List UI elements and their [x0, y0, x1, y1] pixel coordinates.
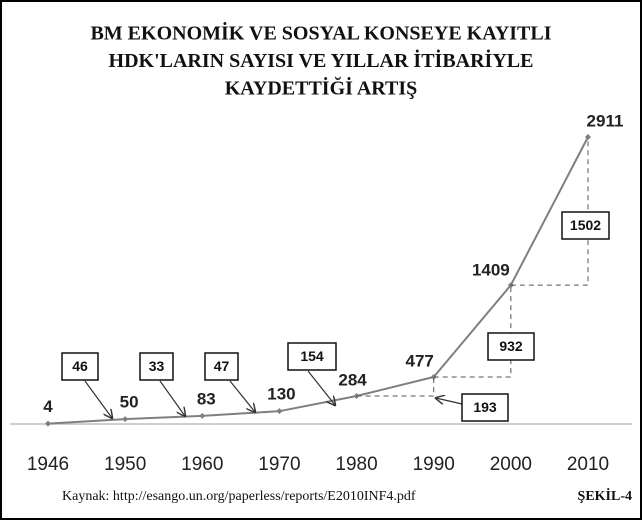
x-tick-label: 2000	[490, 454, 532, 475]
marker	[122, 416, 129, 423]
increment-label: 932	[499, 338, 523, 354]
data-label: 284	[338, 370, 367, 389]
x-tick-label: 1950	[104, 454, 146, 475]
x-tick-label: 2010	[567, 454, 609, 475]
data-label: 130	[267, 385, 295, 404]
chart-title: BM EKONOMİK VE SOSYAL KONSEYE KAYITLI	[90, 21, 551, 45]
data-label: 1409	[472, 261, 510, 280]
arrow	[307, 370, 335, 405]
arrow	[229, 380, 255, 412]
increment-label: 47	[214, 358, 230, 374]
arrow	[436, 398, 463, 405]
increment-label: 33	[149, 358, 165, 374]
data-label: 83	[197, 389, 216, 408]
increment-guide	[510, 137, 589, 286]
data-label: 4	[43, 397, 53, 416]
increment-box	[139, 352, 174, 381]
increment-label: 46	[72, 358, 88, 374]
marker	[199, 412, 206, 419]
chart-title: KAYDETTİĞİ ARTIŞ	[225, 76, 418, 100]
arrow	[84, 380, 112, 418]
arrow	[159, 380, 185, 416]
chart-title: HDK'LARIN SAYISI VE YILLAR İTİBARİYLE	[109, 48, 534, 72]
source: Kaynak: http://esango.un.org/paperless/r…	[62, 489, 416, 504]
marker	[276, 408, 283, 415]
increment-box	[287, 342, 337, 371]
x-tick-label: 1946	[27, 454, 69, 475]
x-tick-label: 1970	[258, 454, 300, 475]
increment-label: 1502	[570, 217, 601, 233]
increment-guide	[433, 285, 512, 378]
line	[47, 136, 589, 425]
x-tick-label: 1990	[413, 454, 455, 475]
increment-box	[61, 352, 99, 381]
increment-box	[461, 393, 509, 422]
marker	[507, 282, 514, 289]
increment-label: 154	[300, 348, 324, 364]
data-label: 2911	[587, 111, 624, 130]
increment-label: 193	[473, 399, 497, 415]
increment-box	[204, 352, 239, 381]
x-tick-label: 1960	[181, 454, 223, 475]
figure-label: ŞEKİL-4	[578, 487, 632, 504]
increment-box	[561, 211, 610, 240]
data-label: 50	[120, 393, 139, 412]
data-label: 477	[406, 351, 434, 370]
marker	[45, 420, 51, 427]
x-tick-label: 1980	[335, 454, 377, 475]
increment-box	[487, 332, 535, 361]
